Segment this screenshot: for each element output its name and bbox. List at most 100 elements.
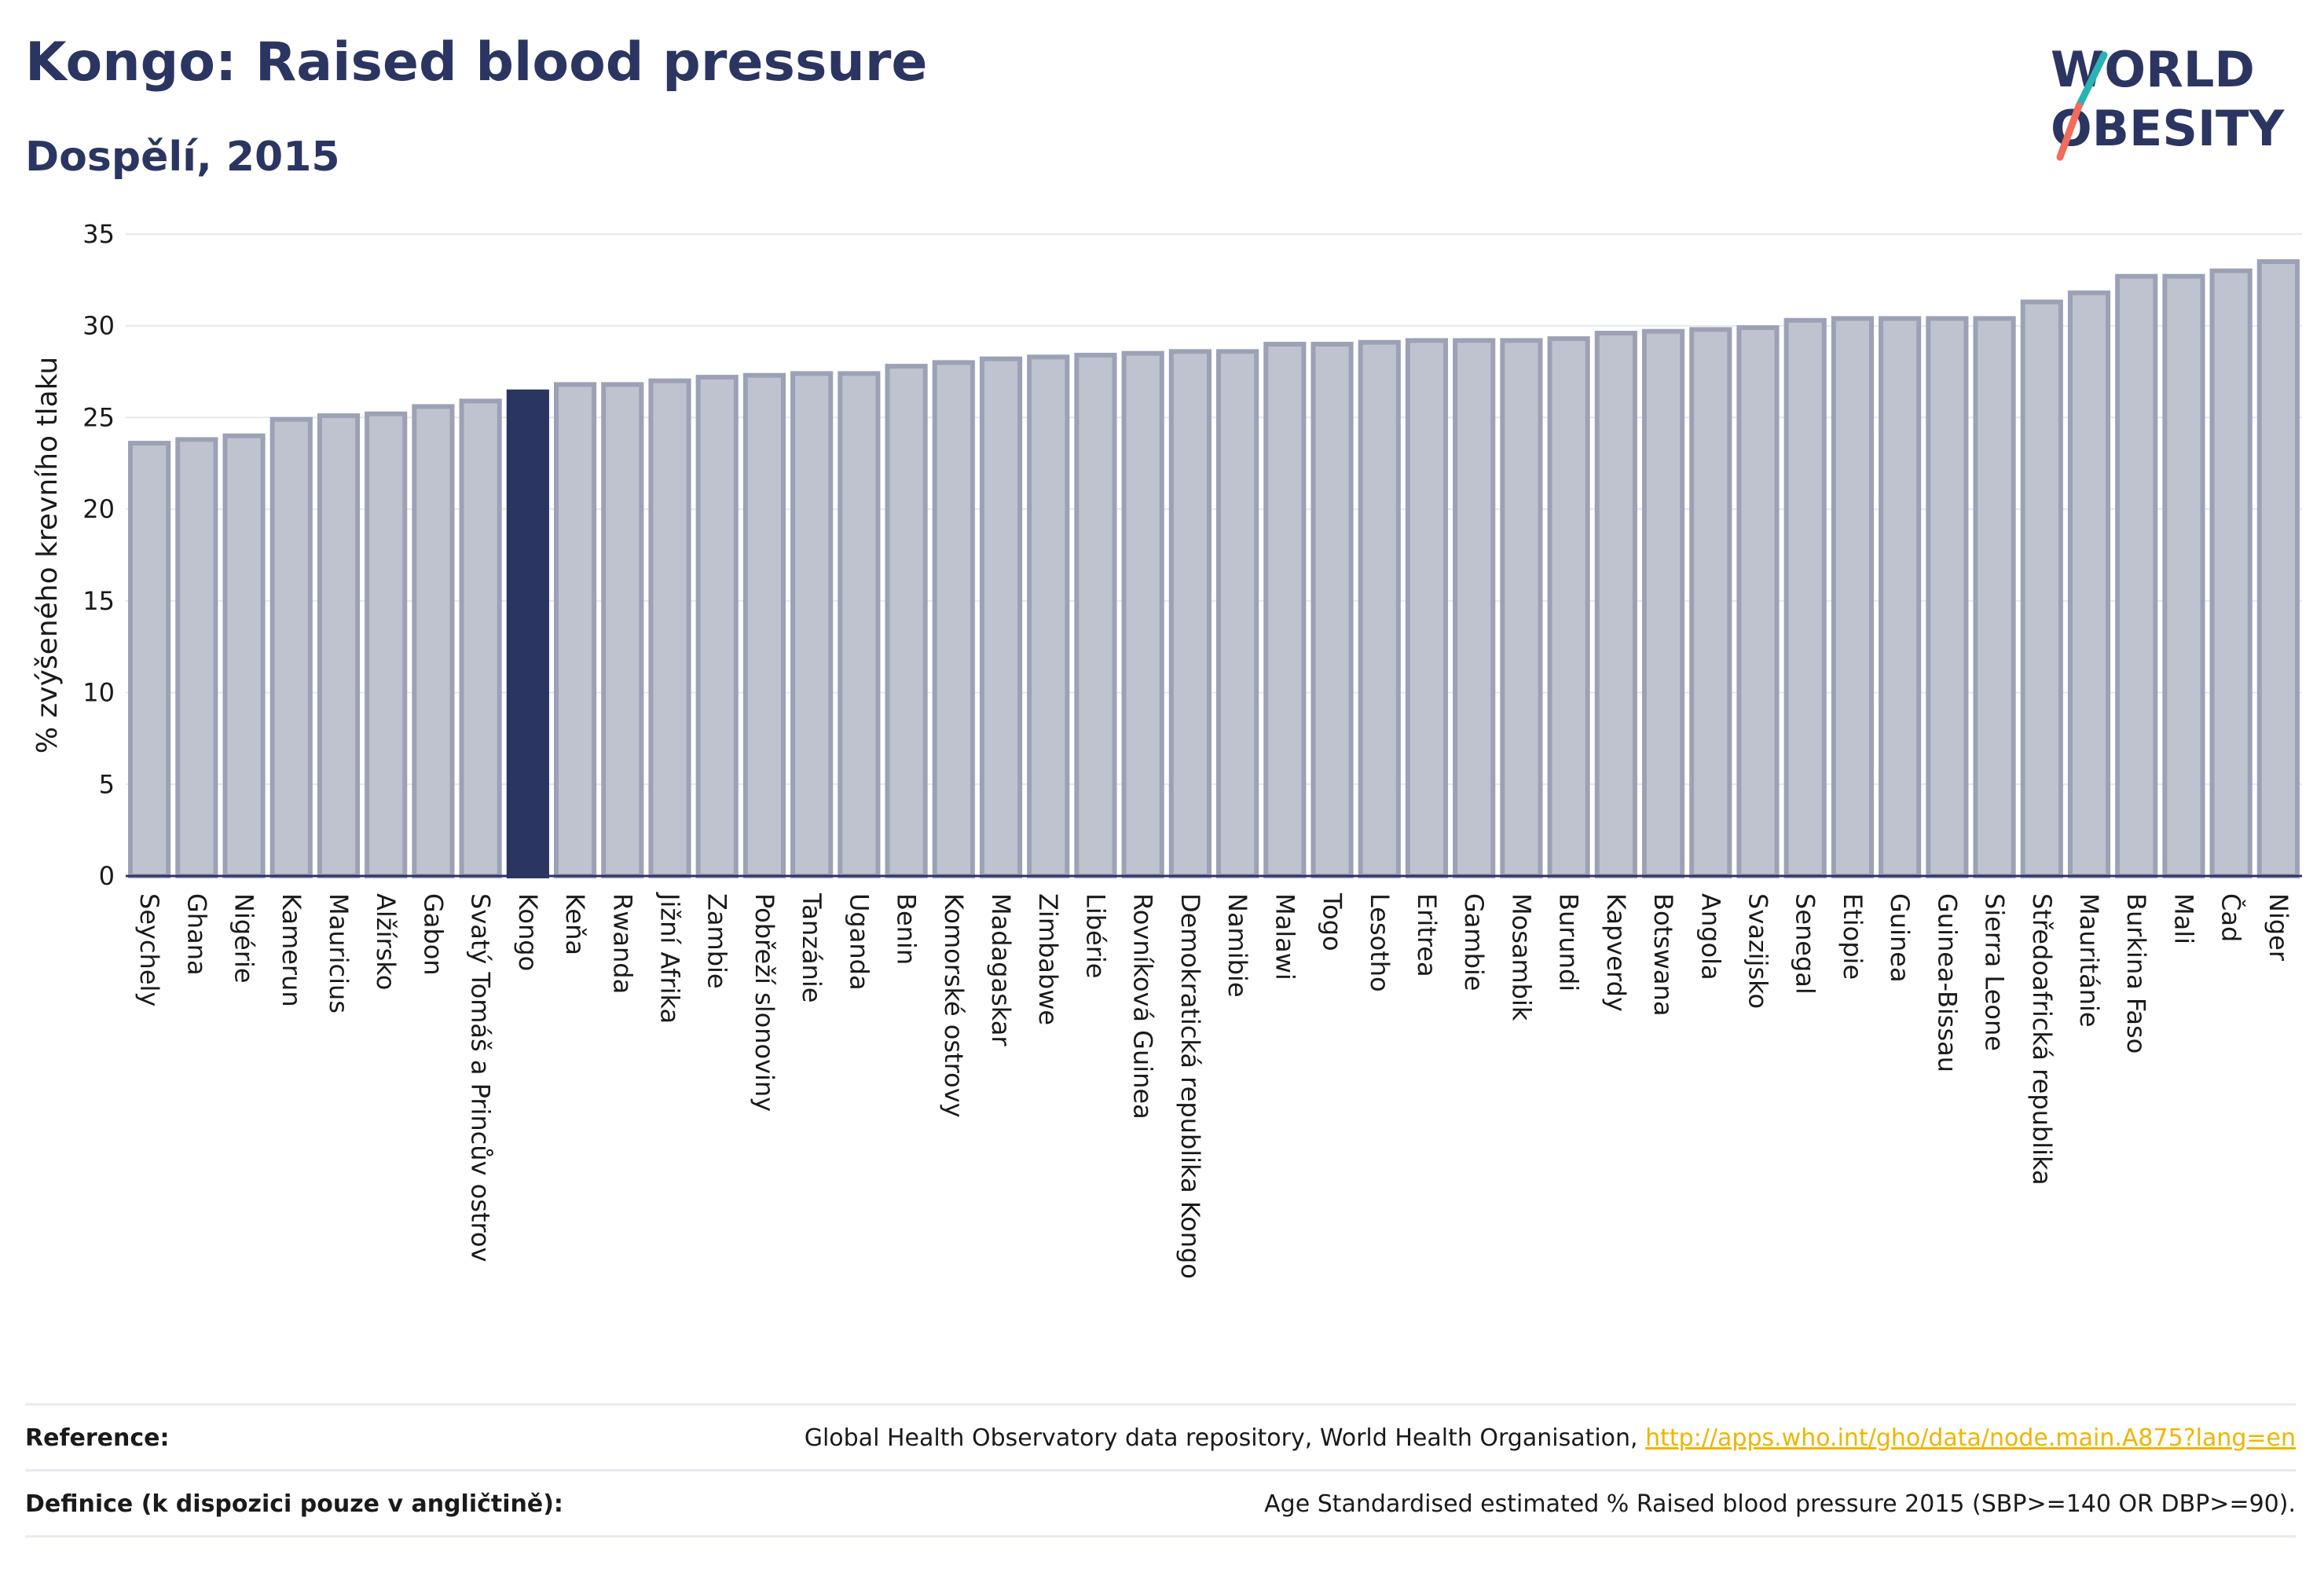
x-tick-label: Libérie [1080,893,1110,978]
bar [1263,342,1307,878]
x-tick-label: Angola [1695,893,1725,980]
x-tick-label: Zambie [702,893,732,989]
x-tick-label: Namibie [1222,893,1252,998]
logo-slash-coral [2056,102,2083,161]
x-tick-label: Senegal [1791,893,1820,995]
definition-text: Age Standardised estimated % Raised bloo… [1264,1490,2296,1518]
bar [317,413,361,878]
y-tick-label: 30 [82,311,115,341]
bar [222,433,266,878]
bar [365,411,408,878]
bar [1121,350,1164,878]
x-tick-label: Lesotho [1365,893,1395,992]
bar [1074,353,1117,878]
x-tick-label: Středoafrická republika [2027,893,2057,1186]
bar [790,371,834,878]
bar [1547,336,1590,879]
bar [506,389,549,878]
y-tick-label: 0 [99,861,115,891]
bar [2067,290,2111,878]
x-tick-label: Svazijsko [1743,893,1773,1009]
x-tick-label: Etiopie [1838,893,1868,980]
x-tick-label: Madagaskar [986,893,1016,1046]
bar [2162,273,2205,878]
bar [1358,339,1401,879]
bar [742,372,786,878]
logo-word-2: OBESITY [2051,100,2285,157]
x-tick-label: Guinea [1885,893,1915,983]
x-tick-label: Rwanda [607,893,637,994]
x-tick-label: Guinea-Bissau [1932,893,1962,1072]
bar [1027,354,1070,878]
bar [1310,342,1354,878]
definition-row: Definice (k dispozici pouze v angličtině… [25,1469,2296,1536]
footer-divider [25,1535,2296,1538]
x-tick-label: Keňa [560,893,590,955]
x-tick-label: Eritrea [1412,893,1442,977]
x-tick-label: Sierra Leone [1980,893,2010,1051]
bar [1689,327,1732,878]
x-tick-label: Nigérie [229,893,259,984]
bar [2256,259,2300,878]
reference-text: Global Health Observatory data repositor… [804,1424,1638,1452]
x-tick-label: Botswana [1648,893,1678,1016]
bar [459,398,502,879]
bar [601,382,644,878]
x-tick-label: Demokratická republika Kongo [1175,893,1205,1279]
y-tick-label: 35 [82,219,115,249]
bar [1831,316,1875,878]
x-tick-label: Burundi [1554,893,1584,991]
bar [1926,316,1969,878]
logo-slash-teal [2075,51,2108,110]
bar [128,441,171,878]
x-tick-label: Gabon [418,893,448,976]
bar [885,364,928,879]
bar [175,437,218,878]
bar [412,404,455,878]
bar [1453,338,1496,879]
y-tick-label: 10 [82,678,115,708]
x-tick-label: Jižní Afrika [655,892,685,1024]
y-tick-label: 20 [82,494,115,524]
bar [979,356,1023,878]
x-tick-label: Kapverdy [1601,893,1631,1012]
bar [269,416,313,878]
x-tick-label: Tanzánie [797,892,827,1002]
bar [1405,338,1449,879]
y-tick-label: 15 [82,586,115,616]
x-tick-label: Mauritánie [2074,893,2104,1028]
y-tick-label: 5 [99,769,115,799]
chart-title: Kongo: Raised blood pressure [25,31,928,93]
x-tick-label: Čad [2216,893,2247,942]
bar-chart: 0 5 10 15 20 25 30 35 % zvýšeného krevního tlaku… [31,219,2302,1279]
x-tick-label: Mali [2168,893,2198,944]
reference-link[interactable]: http://apps.who.int/gho/data/node.main.A… [1645,1424,2296,1452]
reference-value: Global Health Observatory data repositor… [805,1424,2296,1452]
x-tick-label: Burkina Faso [2121,893,2151,1054]
x-tick-label: Gambie [1459,893,1489,991]
bar [932,360,975,878]
world-obesity-logo: WORLD OBESITY [2051,41,2285,161]
bar [838,371,881,878]
y-axis-label: % zvýšeného krevního tlaku [31,357,64,753]
x-tick-label: Komorské ostrovy [939,893,969,1118]
y-tick-label: 25 [82,402,115,432]
bar [1879,316,1922,878]
x-tick-label: Malawi [1270,893,1299,980]
x-tick-label: Niger [2264,893,2293,962]
chart-subtitle: Dospělí, 2015 [25,134,340,181]
x-tick-label: Rovníková Guinea [1128,893,1158,1120]
reference-label: Reference: [25,1424,170,1452]
x-tick-label: Svatý Tomáš a Princův ostrov [466,893,496,1262]
bar [1736,325,1780,878]
x-tick-label: Uganda [844,893,874,991]
reference-row: Reference: Global Health Observatory dat… [25,1403,2296,1470]
bar [1500,338,1543,879]
bar [2115,273,2158,878]
x-tick-label: Alžírsko [371,893,401,990]
x-tick-label: Ghana [181,893,211,976]
bar [695,375,739,878]
bar [2209,268,2253,878]
bar [648,378,691,878]
bar [1168,349,1211,878]
